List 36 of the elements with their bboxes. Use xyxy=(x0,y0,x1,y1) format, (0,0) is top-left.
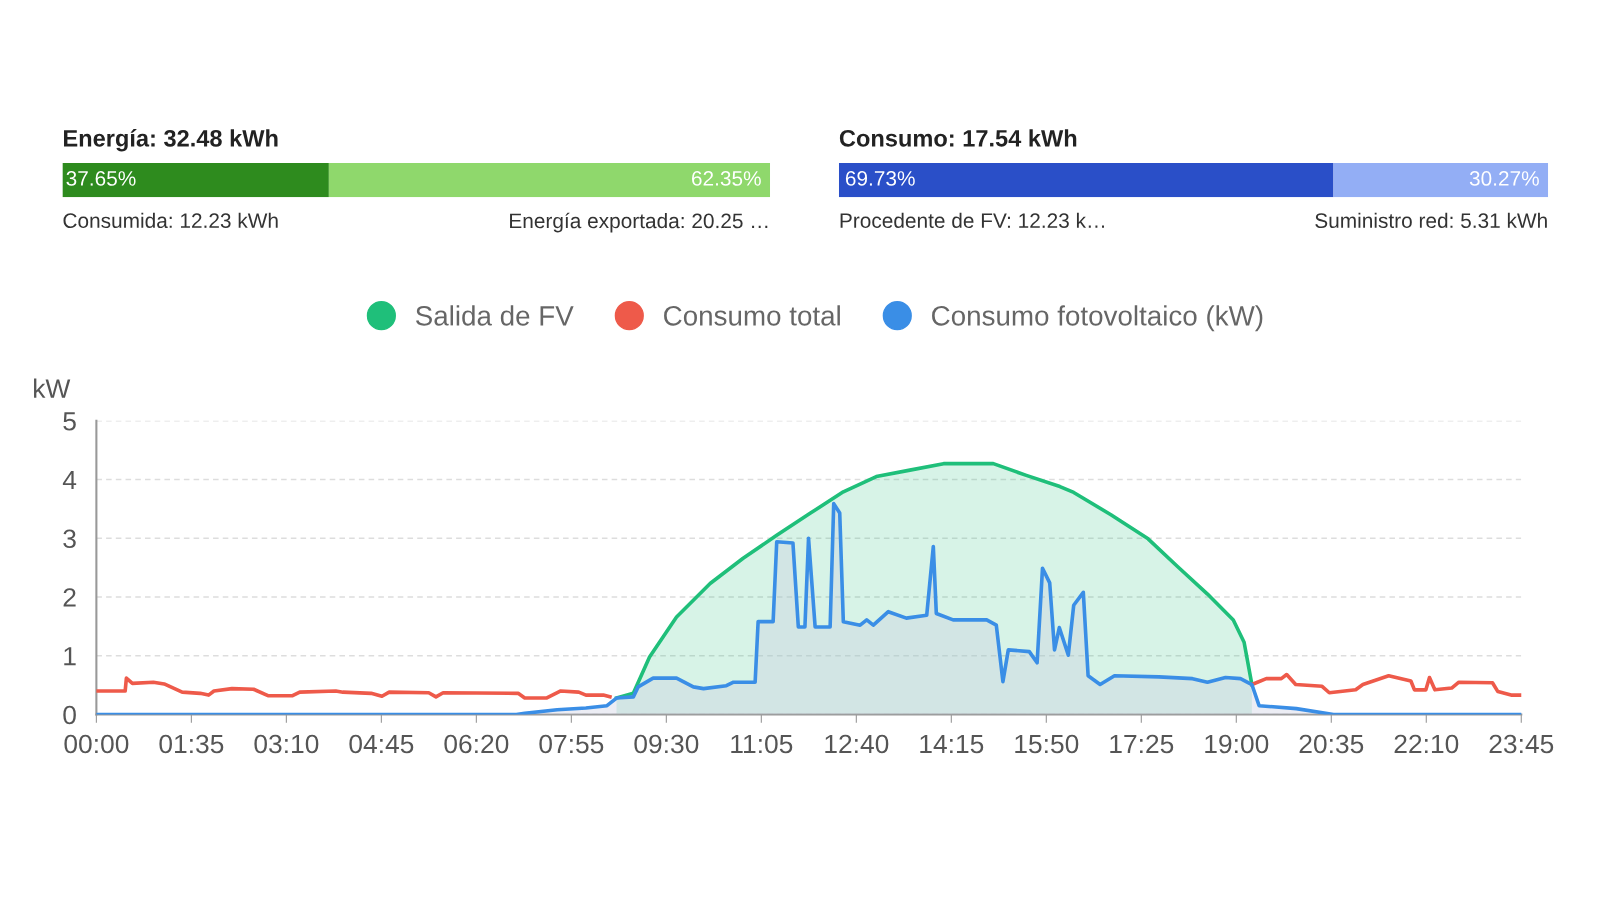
legend-label: Consumo total xyxy=(664,305,840,326)
x-tick-label: 11:05 xyxy=(731,734,793,754)
data-label: 62.35% xyxy=(691,171,761,186)
y-axis-title: kW xyxy=(34,378,71,398)
y-tick-label: 4 xyxy=(62,470,77,490)
x-tick-label: 12:40 xyxy=(825,734,889,754)
text: Procedente de FV: 12.23 k… xyxy=(840,212,1104,229)
x-tick-label: 07:55 xyxy=(539,734,604,754)
text: Suministro red: 5.31 kWh xyxy=(1315,212,1547,229)
x-tick-label: 06:20 xyxy=(444,734,509,754)
chart-title: Consumo: 17.54 kWh xyxy=(839,129,1077,147)
x-tick-label: 17:25 xyxy=(1110,734,1174,754)
data-label: 37.65% xyxy=(66,171,136,186)
x-tick-label: 23:45 xyxy=(1489,734,1554,754)
chart-title: Energía: 32.48 kWh xyxy=(64,129,278,152)
x-tick-label: 14:15 xyxy=(920,734,984,754)
x-tick-label: 03:10 xyxy=(254,734,319,754)
y-tick-label: 5 xyxy=(63,412,76,431)
y-tick-label: 1 xyxy=(64,647,76,666)
legend-label: Consumo fotovoltaico (kW) xyxy=(932,305,1263,332)
data-label: 30.27% xyxy=(1469,171,1539,186)
x-tick-label: 20:35 xyxy=(1299,734,1364,754)
x-tick-label: 15:50 xyxy=(1015,734,1079,754)
x-tick-label: 19:00 xyxy=(1205,734,1269,754)
x-tick-label: 22:10 xyxy=(1394,734,1459,754)
text: Energía exportada: 20.25 … xyxy=(510,212,768,233)
y-tick-label: 0 xyxy=(63,705,76,725)
x-tick-label: 01:35 xyxy=(159,734,224,754)
y-tick-label: 3 xyxy=(63,529,76,549)
legend-label: Salida de FV xyxy=(415,305,574,326)
text: Consumida: 12.23 kWh xyxy=(63,212,278,229)
x-tick-label: 04:45 xyxy=(349,734,414,754)
data-label: 69.73% xyxy=(845,171,915,186)
x-tick-label: 09:30 xyxy=(634,734,699,754)
x-tick-label: 00:00 xyxy=(64,734,129,754)
y-tick-label: 2 xyxy=(63,588,76,607)
